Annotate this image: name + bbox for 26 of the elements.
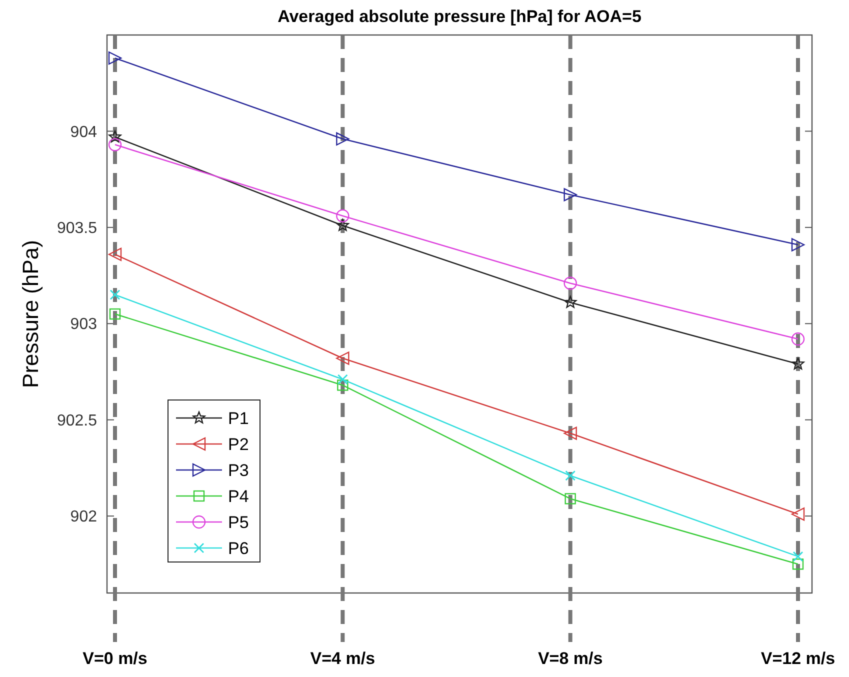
y-tick-label: 902.5 [56,412,98,430]
point [108,138,122,152]
x-tick-label: V=8 m/s [538,649,603,668]
point [791,238,805,252]
point [791,508,805,521]
chart-title: Averaged absolute pressure [hPa] for AOA=5 [278,7,642,26]
x-tick-label: V=12 m/s [760,649,836,668]
point [791,332,805,346]
legend-label: P5 [228,512,249,532]
legend-label: P4 [228,486,249,506]
point [108,51,122,65]
y-axis-title: Pressure (hPa) [18,240,43,388]
y-tick-label: 902 [70,508,98,526]
legend-label: P1 [228,408,249,428]
x-tick-label: V=4 m/s [310,649,376,668]
point [108,248,122,261]
y-tick-label: 903 [70,316,98,334]
point [108,130,122,142]
y-tick-label: 904 [70,124,98,141]
legend-label: P3 [228,460,249,480]
x-tick-label: V=0 m/s [82,649,148,668]
legend-label: P2 [228,434,249,454]
point [110,290,120,300]
legend-label: P6 [228,538,249,558]
point [109,308,121,320]
y-tick-label: 903.5 [56,220,98,238]
